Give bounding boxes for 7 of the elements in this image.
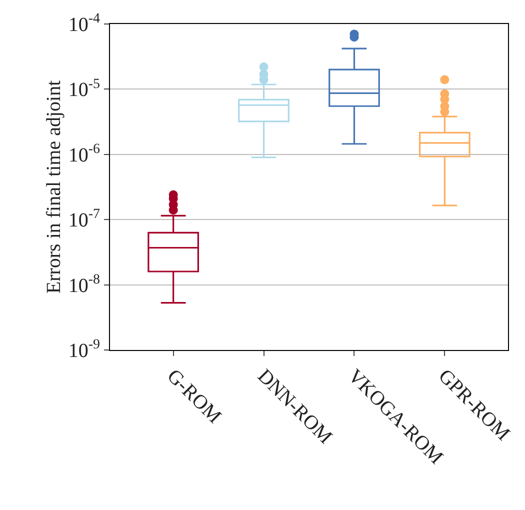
y-axis-title: Errors in final time adjoint bbox=[43, 80, 65, 294]
y-tick-label: 10$^{-9}$ bbox=[68, 338, 100, 362]
y-tick-label: 10$^{-6}$ bbox=[68, 142, 100, 166]
y-tick-label: 10$^{-8}$ bbox=[68, 272, 100, 297]
y-tick-label: 10$^{-5}$ bbox=[68, 76, 100, 102]
y-tick-label: 10$^{-4}$ bbox=[68, 12, 100, 36]
y-tick-label: 10$^{-7}$ bbox=[68, 207, 100, 232]
